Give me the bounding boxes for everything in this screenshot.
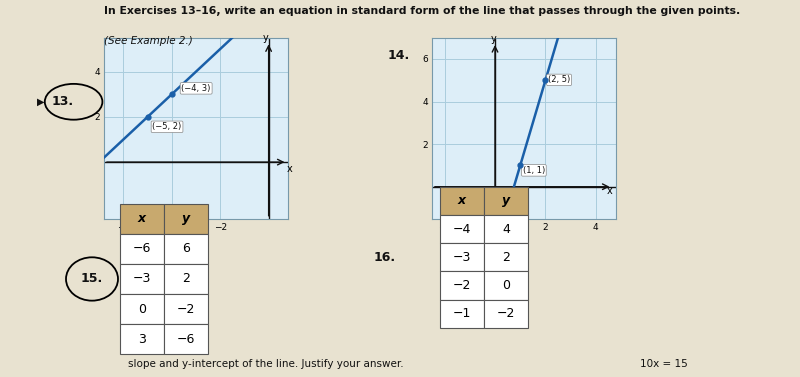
Bar: [164, 264, 208, 294]
Text: −3: −3: [133, 273, 151, 285]
Text: x: x: [606, 185, 612, 196]
Text: x: x: [286, 164, 292, 174]
Text: (2, 5): (2, 5): [548, 75, 570, 84]
Text: −6: −6: [133, 242, 151, 255]
Bar: [440, 300, 484, 328]
Text: 4: 4: [502, 222, 510, 236]
Text: slope and y-intercept of the line. Justify your answer.: slope and y-intercept of the line. Justi…: [128, 359, 404, 369]
Bar: [440, 187, 484, 215]
Text: y: y: [502, 194, 510, 207]
Bar: [120, 234, 164, 264]
Text: 15.: 15.: [81, 273, 103, 285]
Bar: [120, 204, 164, 234]
Text: 10x = 15: 10x = 15: [640, 359, 688, 369]
Text: 13.: 13.: [52, 95, 74, 108]
Bar: [484, 271, 528, 300]
Bar: [440, 271, 484, 300]
Bar: [164, 204, 208, 234]
Bar: [484, 187, 528, 215]
Text: −2: −2: [453, 279, 471, 292]
Text: 2: 2: [502, 251, 510, 264]
Text: −4: −4: [453, 222, 471, 236]
Text: −6: −6: [177, 333, 195, 346]
Text: −2: −2: [177, 303, 195, 316]
Text: (See Example 2.): (See Example 2.): [104, 36, 193, 46]
Bar: [120, 264, 164, 294]
Bar: [440, 215, 484, 243]
Text: 16.: 16.: [374, 251, 396, 264]
Bar: [440, 243, 484, 271]
Bar: [120, 294, 164, 324]
Text: (−5, 2): (−5, 2): [153, 122, 182, 131]
Text: −3: −3: [453, 251, 471, 264]
Bar: [164, 294, 208, 324]
Text: −2: −2: [497, 307, 515, 320]
Text: y: y: [262, 33, 268, 43]
Bar: [164, 324, 208, 354]
Bar: [120, 324, 164, 354]
Text: 14.: 14.: [388, 49, 410, 62]
Text: −1: −1: [453, 307, 471, 320]
Text: ▶: ▶: [37, 97, 44, 107]
Text: y: y: [182, 212, 190, 225]
Text: 3: 3: [138, 333, 146, 346]
Text: (1, 1): (1, 1): [522, 166, 545, 175]
Bar: [484, 300, 528, 328]
Text: 6: 6: [182, 242, 190, 255]
Text: 0: 0: [138, 303, 146, 316]
Text: In Exercises 13–16, write an equation in standard form of the line that passes t: In Exercises 13–16, write an equation in…: [104, 6, 740, 16]
Text: 0: 0: [502, 279, 510, 292]
Text: x: x: [138, 212, 146, 225]
Bar: [484, 215, 528, 243]
Text: (−4, 3): (−4, 3): [182, 84, 211, 93]
Text: 2: 2: [182, 273, 190, 285]
Text: y: y: [491, 34, 497, 44]
Text: x: x: [458, 194, 466, 207]
Bar: [164, 234, 208, 264]
Bar: [484, 243, 528, 271]
